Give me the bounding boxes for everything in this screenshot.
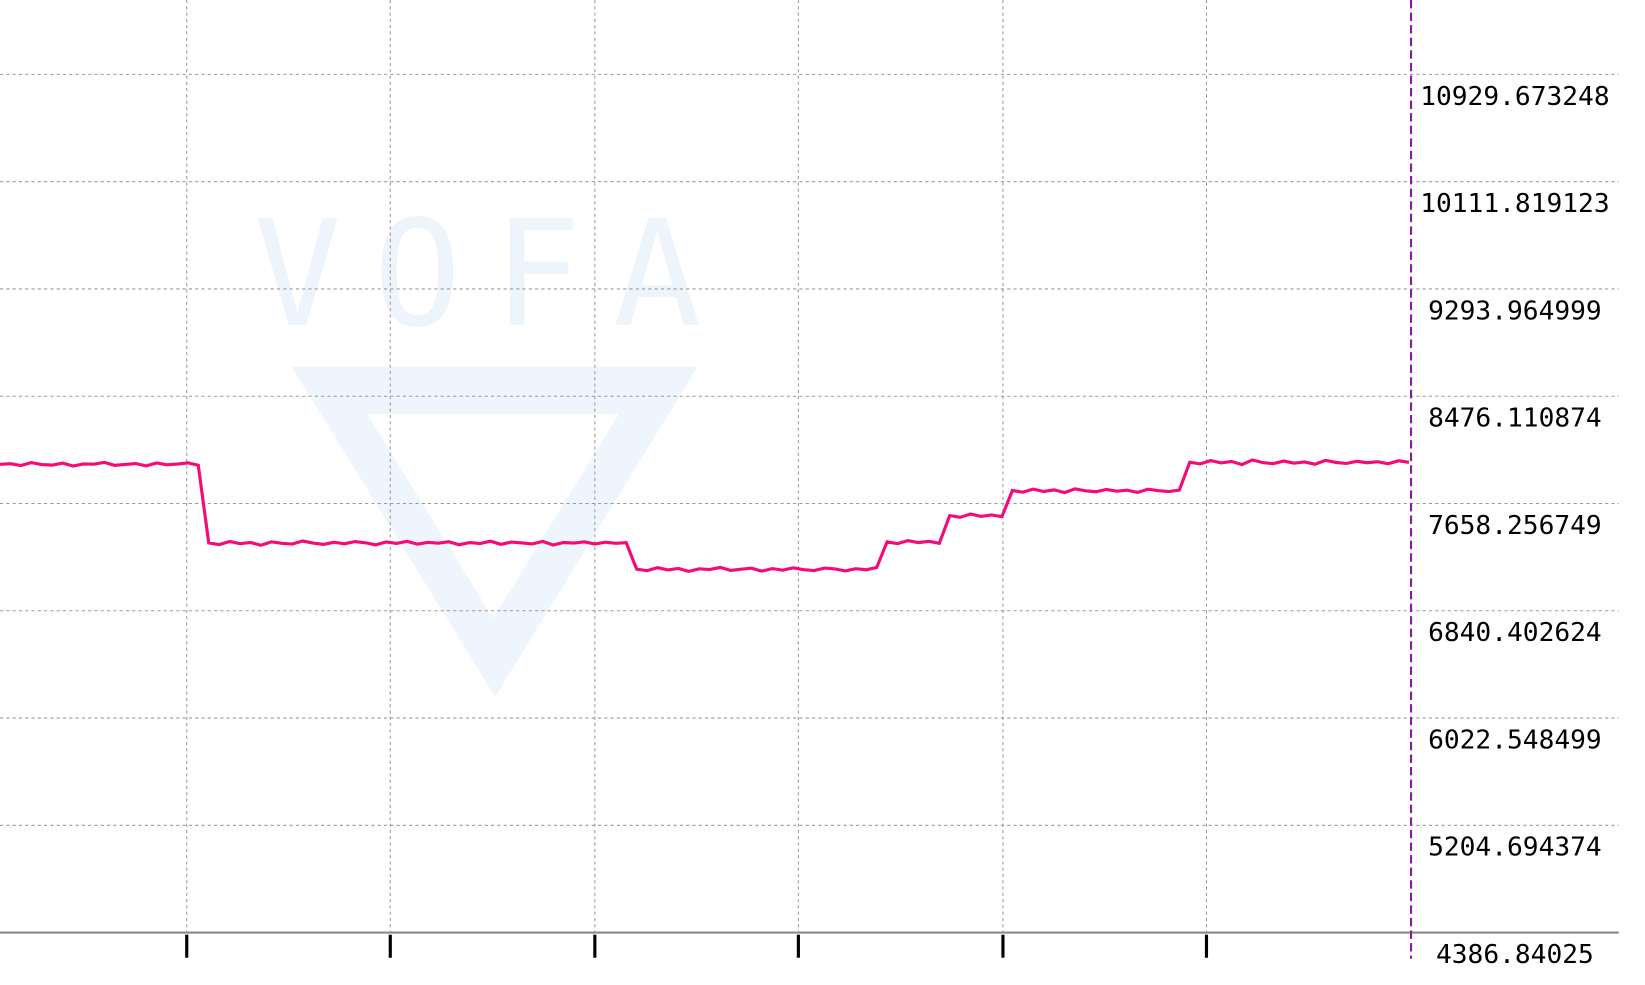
vertical-grid (186, 0, 1207, 933)
watermark-text: VOFA (253, 189, 733, 360)
y-tick-label: 4386.84025 (1436, 940, 1594, 970)
y-tick-label: 9293.964999 (1428, 296, 1602, 326)
y-tick-label: 10929.673248 (1420, 82, 1609, 112)
watermark: VOFA (253, 189, 733, 697)
y-tick-label: 8476.110874 (1428, 404, 1602, 434)
x-ticks (185, 934, 1209, 958)
y-tick-label: 7658.256749 (1428, 511, 1602, 541)
y-tick-label: 10111.819123 (1420, 189, 1609, 219)
watermark-logo (291, 366, 698, 697)
data-line (0, 458, 1410, 573)
y-tick-label: 6022.548499 (1428, 725, 1602, 755)
y-tick-label: 6840.402624 (1428, 618, 1602, 648)
y-tick-label: 5204.694374 (1428, 833, 1602, 863)
